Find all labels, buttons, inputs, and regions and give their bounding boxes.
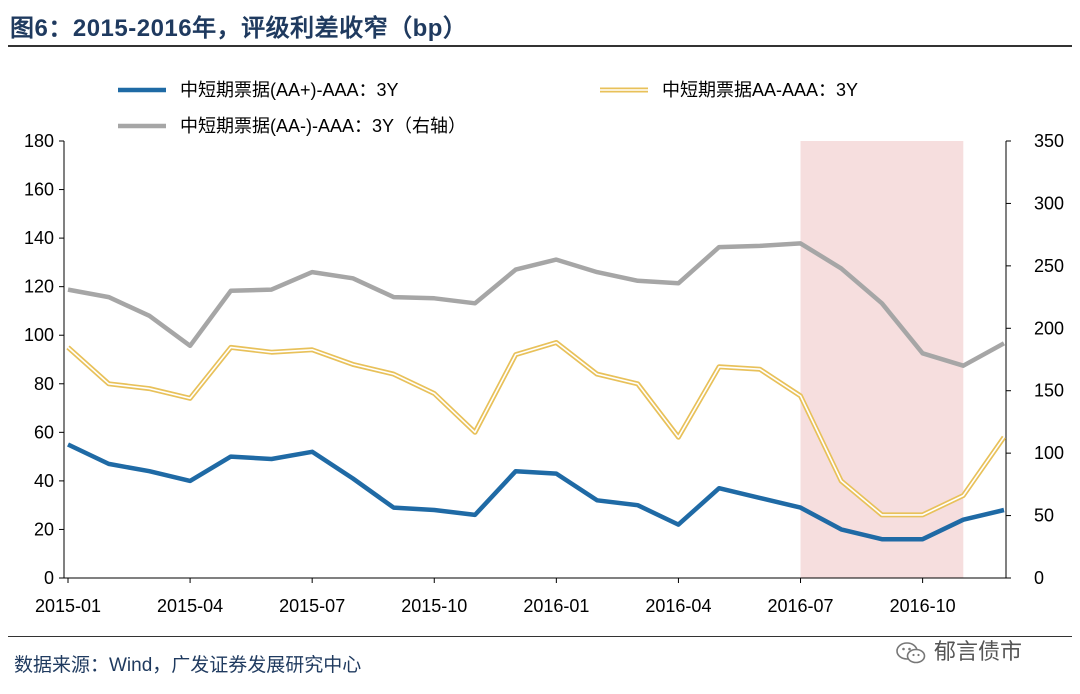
- right-tick-label: 100: [1034, 443, 1064, 463]
- x-tick-label: 2016-01: [523, 596, 589, 616]
- x-tick-label: 2015-04: [157, 596, 223, 616]
- wechat-icon: [896, 642, 926, 664]
- right-tick-label: 350: [1034, 131, 1064, 151]
- left-tick-label: 160: [24, 180, 54, 200]
- series-aa-minus-line: [67, 241, 1006, 368]
- left-tick-label: 140: [24, 228, 54, 248]
- right-tick-label: 300: [1034, 193, 1064, 213]
- right-tick-label: 150: [1034, 381, 1064, 401]
- left-tick-label: 80: [34, 374, 54, 394]
- right-tick-label: 200: [1034, 318, 1064, 338]
- left-tick-label: 40: [34, 471, 54, 491]
- x-tick-label: 2016-10: [890, 596, 956, 616]
- right-tick-label: 250: [1034, 256, 1064, 276]
- title-divider: [8, 45, 1072, 47]
- x-tick-label: 2016-07: [767, 596, 833, 616]
- source-divider: [8, 636, 1072, 637]
- x-tick-label: 2016-04: [645, 596, 711, 616]
- source-note: 数据来源：Wind，广发证券发展研究中心: [14, 655, 362, 676]
- legend-label: 中短期票据AA-AAA：3Y: [662, 80, 858, 100]
- left-tick-label: 100: [24, 325, 54, 345]
- x-tick-label: 2015-10: [401, 596, 467, 616]
- watermark-text: 郁言债市: [934, 639, 1023, 664]
- legend-label: 中短期票据(AA-)-AAA：3Y（右轴）: [180, 116, 466, 136]
- x-tick-label: 2015-07: [279, 596, 345, 616]
- series-aa-line-inner: [67, 341, 1005, 516]
- left-tick-label: 0: [44, 568, 54, 588]
- x-tick-label: 2015-01: [35, 596, 101, 616]
- left-tick-label: 120: [24, 277, 54, 297]
- right-tick-label: 0: [1034, 568, 1044, 588]
- left-tick-label: 20: [34, 519, 54, 539]
- left-tick-label: 180: [24, 131, 54, 151]
- chart-title: 图6：2015-2016年，评级利差收窄（bp）: [10, 15, 468, 42]
- series-aa-plus-line: [67, 442, 1005, 542]
- left-tick-label: 60: [34, 422, 54, 442]
- right-tick-label: 50: [1034, 506, 1054, 526]
- watermark: 郁言债市: [896, 634, 1022, 666]
- legend-label: 中短期票据(AA+)-AAA：3Y: [180, 80, 399, 100]
